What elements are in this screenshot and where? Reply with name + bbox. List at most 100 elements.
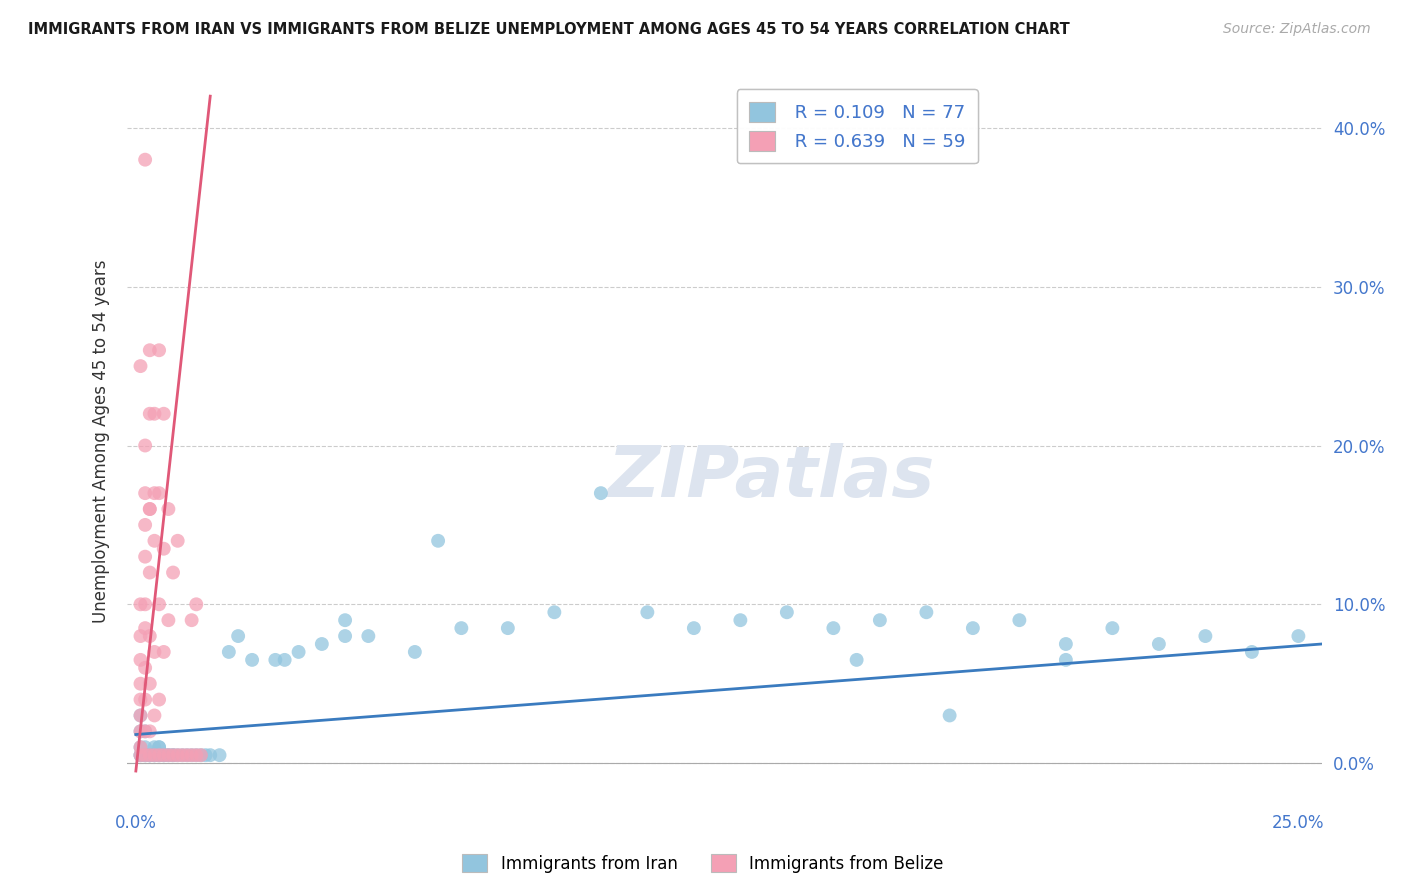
Point — [129, 597, 152, 611]
Point — [129, 359, 152, 373]
Point — [129, 708, 152, 723]
Point — [134, 724, 156, 739]
Point — [166, 533, 188, 548]
Point — [333, 613, 356, 627]
Point — [226, 629, 249, 643]
Point — [134, 549, 156, 564]
Point — [143, 748, 166, 763]
Point — [129, 740, 152, 755]
Point — [148, 748, 170, 763]
Point — [129, 748, 152, 763]
Point — [129, 724, 152, 739]
Point — [273, 653, 295, 667]
Point — [152, 748, 174, 763]
Point — [152, 407, 174, 421]
Point — [194, 748, 217, 763]
Point — [148, 343, 170, 358]
Point — [180, 748, 202, 763]
Point — [404, 645, 426, 659]
Point — [134, 153, 156, 167]
Point — [134, 724, 156, 739]
Point — [200, 748, 222, 763]
Point — [776, 605, 799, 619]
Point — [139, 748, 162, 763]
Point — [134, 748, 156, 763]
Point — [172, 748, 194, 763]
Point — [1286, 629, 1309, 643]
Point — [129, 692, 152, 706]
Point — [176, 748, 198, 763]
Point — [180, 613, 202, 627]
Point — [166, 748, 188, 763]
Point — [869, 613, 891, 627]
Point — [208, 748, 231, 763]
Point — [148, 692, 170, 706]
Point — [129, 724, 152, 739]
Point — [730, 613, 752, 627]
Point — [186, 748, 208, 763]
Point — [915, 605, 938, 619]
Point — [962, 621, 984, 635]
Point — [148, 748, 170, 763]
Point — [287, 645, 309, 659]
Point — [450, 621, 472, 635]
Point — [143, 407, 166, 421]
Point — [1054, 653, 1077, 667]
Point — [157, 748, 180, 763]
Point — [143, 748, 166, 763]
Point — [157, 748, 180, 763]
Point — [162, 748, 184, 763]
Point — [148, 748, 170, 763]
Point — [129, 748, 152, 763]
Point — [1194, 629, 1216, 643]
Point — [129, 676, 152, 690]
Point — [1147, 637, 1170, 651]
Point — [427, 533, 450, 548]
Text: Source: ZipAtlas.com: Source: ZipAtlas.com — [1223, 22, 1371, 37]
Point — [139, 629, 162, 643]
Point — [176, 748, 198, 763]
Point — [1240, 645, 1263, 659]
Point — [162, 748, 184, 763]
Point — [333, 629, 356, 643]
Point — [134, 740, 156, 755]
Point — [180, 748, 202, 763]
Point — [1101, 621, 1123, 635]
Point — [157, 748, 180, 763]
Legend: Immigrants from Iran, Immigrants from Belize: Immigrants from Iran, Immigrants from Be… — [456, 847, 950, 880]
Point — [139, 748, 162, 763]
Point — [129, 629, 152, 643]
Point — [152, 748, 174, 763]
Point — [134, 597, 156, 611]
Point — [543, 605, 565, 619]
Point — [139, 724, 162, 739]
Point — [129, 740, 152, 755]
Point — [139, 343, 162, 358]
Point — [823, 621, 845, 635]
Point — [240, 653, 263, 667]
Point — [143, 645, 166, 659]
Point — [218, 645, 240, 659]
Point — [134, 621, 156, 635]
Point — [148, 740, 170, 755]
Y-axis label: Unemployment Among Ages 45 to 54 years: Unemployment Among Ages 45 to 54 years — [91, 260, 110, 624]
Point — [134, 661, 156, 675]
Point — [190, 748, 212, 763]
Point — [139, 748, 162, 763]
Point — [139, 502, 162, 516]
Point — [162, 566, 184, 580]
Point — [186, 748, 208, 763]
Point — [589, 486, 612, 500]
Point — [134, 486, 156, 500]
Point — [143, 740, 166, 755]
Point — [139, 676, 162, 690]
Point — [129, 653, 152, 667]
Point — [148, 740, 170, 755]
Point — [139, 502, 162, 516]
Point — [152, 748, 174, 763]
Point — [148, 597, 170, 611]
Point — [134, 438, 156, 452]
Point — [264, 653, 287, 667]
Point — [139, 748, 162, 763]
Legend:  R = 0.109   N = 77,  R = 0.639   N = 59: R = 0.109 N = 77, R = 0.639 N = 59 — [737, 89, 979, 163]
